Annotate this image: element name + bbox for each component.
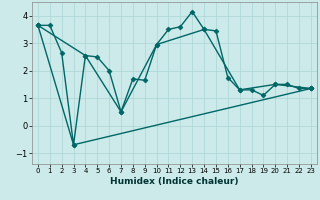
X-axis label: Humidex (Indice chaleur): Humidex (Indice chaleur) — [110, 177, 239, 186]
